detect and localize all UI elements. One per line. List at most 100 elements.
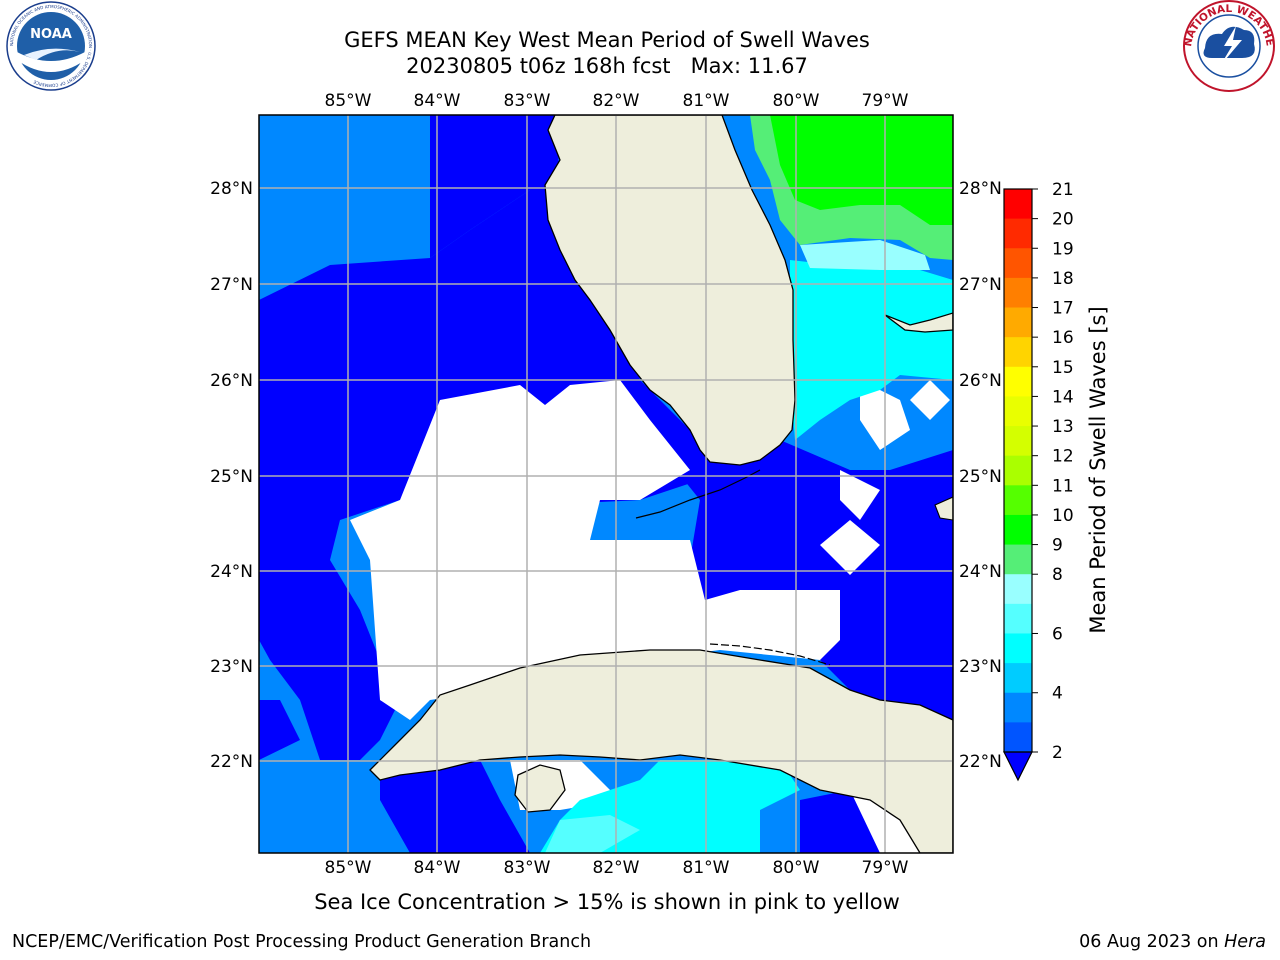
lat-label: 23°N <box>959 657 1002 677</box>
colorbar-tick-label: 8 <box>1052 565 1063 585</box>
swell-band-dark-blue <box>420 115 560 258</box>
swell-band-dark-blue <box>259 700 300 760</box>
footer-branch: NCEP/EMC/Verification Post Processing Pr… <box>12 932 592 952</box>
swell-band-cyan <box>790 260 953 440</box>
gridlines <box>259 115 953 853</box>
lat-label: 23°N <box>210 657 253 677</box>
colorbar-tick-label: 12 <box>1052 447 1074 467</box>
lon-label: 79°W <box>862 91 909 111</box>
colorbar-swatch <box>1004 455 1032 486</box>
colorbar-tick-label: 17 <box>1052 299 1074 319</box>
colorbar-tick-label: 19 <box>1052 239 1074 259</box>
swell-band-none <box>910 380 950 420</box>
footer-date-text: 06 Aug 2023 on <box>1079 932 1225 952</box>
lat-label: 27°N <box>210 275 253 295</box>
lat-labels-right: 28°N 27°N 26°N 25°N 24°N 23°N 22°N <box>959 179 1002 772</box>
colorbar-tick-label: 13 <box>1052 417 1074 437</box>
colorbar-swatch <box>1004 692 1032 723</box>
swell-band-none <box>840 470 880 520</box>
lon-label: 80°W <box>773 91 820 111</box>
swell-band-none <box>820 520 880 575</box>
lat-label: 26°N <box>959 371 1002 391</box>
lat-label: 22°N <box>959 752 1002 772</box>
land-florida <box>544 115 796 466</box>
swell-band-green <box>770 115 953 225</box>
lon-labels-bottom: 85°W 84°W 83°W 82°W 81°W 80°W 79°W <box>325 858 909 878</box>
colorbar-label: Mean Period of Swell Waves [s] <box>1086 306 1110 633</box>
colorbar-swatch <box>1004 574 1032 605</box>
colorbar-tick-label: 14 <box>1052 387 1074 407</box>
colorbar-swatch <box>1004 544 1032 575</box>
lat-labels-left: 28°N 27°N 26°N 25°N 24°N 23°N 22°N <box>210 179 253 772</box>
title-line-2: 20230805 t06z 168h fcst Max: 11.67 <box>406 54 808 78</box>
lat-label: 24°N <box>210 562 253 582</box>
colorbar-tick-label: 15 <box>1052 358 1074 378</box>
lon-label: 81°W <box>683 91 730 111</box>
colorbar-swatch <box>1004 633 1032 664</box>
lat-label: 22°N <box>210 752 253 772</box>
colorbar-swatch <box>1004 426 1032 457</box>
swell-band-dark-blue <box>660 440 953 720</box>
swell-band-none <box>350 380 840 720</box>
lat-label: 25°N <box>959 467 1002 487</box>
colorbar-swatch <box>1004 485 1032 516</box>
colorbar-tick-label: 10 <box>1052 506 1074 526</box>
colorbar-tick-label: 20 <box>1052 210 1074 230</box>
noaa-logo-text: NOAA <box>30 27 72 42</box>
colorbar-tick-label: 11 <box>1052 476 1074 496</box>
lat-label: 25°N <box>210 467 253 487</box>
lon-label: 83°W <box>504 858 551 878</box>
colorbar-tick-label: 6 <box>1052 624 1063 644</box>
colorbar-swatch <box>1004 514 1032 546</box>
lon-label: 82°W <box>593 91 640 111</box>
colorbar-swatch <box>1004 663 1032 694</box>
noaa-logo: NOAA NATIONAL OCEANIC AND ATMOSPHERIC AD… <box>6 1 96 91</box>
colorbar-swatch <box>1004 337 1032 368</box>
lon-label: 84°W <box>414 91 461 111</box>
colorbar-tick-labels: 21 20 19 18 17 16 15 14 13 12 11 10 9 8 6 4 2 <box>1032 180 1074 763</box>
lat-label: 28°N <box>959 179 1002 199</box>
colorbar-tick-label: 2 <box>1052 743 1063 763</box>
cuba-cays <box>709 643 831 666</box>
lon-label: 81°W <box>683 858 730 878</box>
colorbar-swatch <box>1004 277 1032 309</box>
lon-label: 84°W <box>414 858 461 878</box>
land-bahamas-south <box>934 496 953 521</box>
colorbar-tick-label: 18 <box>1052 269 1074 289</box>
lon-labels-top: 85°W 84°W 83°W 82°W 81°W 80°W 79°W <box>325 91 909 111</box>
colorbar-swatch <box>1004 307 1032 338</box>
colorbar-tick-label: 21 <box>1052 180 1074 200</box>
lon-label: 85°W <box>325 91 372 111</box>
footer-date: 06 Aug 2023 on Hera <box>1079 932 1266 952</box>
lat-label: 27°N <box>959 275 1002 295</box>
colorbar <box>1003 188 1033 782</box>
lat-label: 26°N <box>210 371 253 391</box>
lon-label: 82°W <box>593 858 640 878</box>
colorbar-frame <box>1003 188 1033 753</box>
colorbar-swatch <box>1004 189 1032 220</box>
lon-label: 80°W <box>773 858 820 878</box>
title-line-1: GEFS MEAN Key West Mean Period of Swell … <box>344 28 870 52</box>
colorbar-swatch <box>1004 396 1032 427</box>
colorbar-extend-arrow <box>1003 751 1033 782</box>
lat-label: 24°N <box>959 562 1002 582</box>
lat-label: 28°N <box>210 179 253 199</box>
colorbar-swatch <box>1004 218 1032 249</box>
swell-band-pale-cyan <box>800 240 930 270</box>
colorbar-tick-label: 16 <box>1052 328 1074 348</box>
map-area <box>259 115 953 853</box>
colorbar-swatch <box>1004 603 1032 634</box>
lon-label: 83°W <box>504 91 551 111</box>
colorbar-swatch <box>1004 722 1032 753</box>
swell-band-dark-blue <box>380 760 530 853</box>
map-frame <box>258 114 954 854</box>
colorbar-swatch <box>1004 366 1032 397</box>
colorbar-tick-label: 4 <box>1052 684 1063 704</box>
colorbar-tick-label: 9 <box>1052 536 1063 556</box>
land-bahamas <box>884 312 953 333</box>
colorbar-swatch <box>1004 248 1032 279</box>
subtitle: Sea Ice Concentration > 15% is shown in … <box>314 890 900 914</box>
lon-label: 85°W <box>325 858 372 878</box>
lon-label: 79°W <box>862 858 909 878</box>
